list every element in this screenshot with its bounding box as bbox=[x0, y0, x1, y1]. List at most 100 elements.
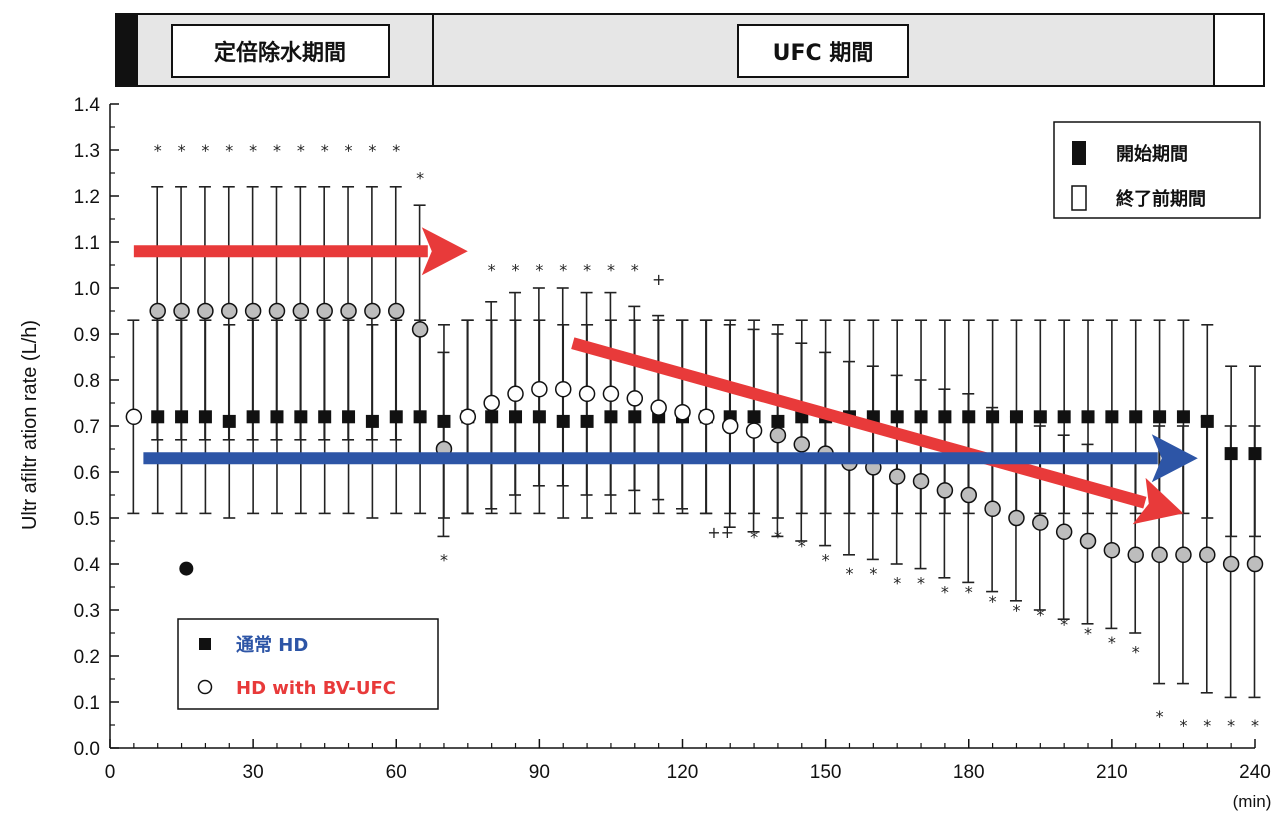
significance-mark: * bbox=[583, 261, 591, 280]
series-legend: 通常 HD HD with BV-UFC bbox=[177, 618, 439, 710]
significance-mark: * bbox=[512, 261, 520, 280]
bvufc-point bbox=[197, 302, 214, 320]
significance-mark: * bbox=[1203, 716, 1211, 735]
significance-mark: * bbox=[368, 141, 376, 160]
normal-hd-point bbox=[771, 414, 785, 428]
significance-mark: * bbox=[917, 573, 925, 592]
normal-hd-point bbox=[986, 410, 1000, 424]
legend-circle-icon bbox=[197, 679, 213, 695]
bvufc-point bbox=[1055, 523, 1073, 541]
normal-hd-point bbox=[389, 410, 403, 424]
y-tick-label: 0.2 bbox=[74, 647, 100, 668]
normal-hd-point bbox=[580, 414, 594, 428]
series-legend-frame bbox=[177, 618, 439, 710]
normal-hd-point bbox=[509, 410, 523, 424]
y-tick-label: 0.3 bbox=[74, 601, 100, 622]
bvufc-point bbox=[960, 486, 977, 504]
significance-mark: * bbox=[154, 141, 162, 160]
significance-mark: * bbox=[416, 169, 424, 188]
bvufc-point bbox=[1246, 555, 1264, 573]
significance-mark: * bbox=[1060, 615, 1068, 634]
x-tick-label: 30 bbox=[243, 762, 264, 783]
normal-hd-point bbox=[175, 410, 189, 424]
bvufc-point bbox=[984, 500, 1001, 518]
end-period-swatch bbox=[1071, 185, 1087, 211]
bvufc-point bbox=[1032, 514, 1049, 531]
significance-marks: * * * * * * * * * * * * * * * * * * * + * ++ * * * * * * * * * * * * * * * * *… bbox=[154, 141, 1259, 735]
significance-mark: * bbox=[893, 573, 901, 592]
significance-mark: * bbox=[225, 141, 233, 160]
y-tick-label: 1.3 bbox=[74, 141, 100, 162]
significance-mark: * bbox=[798, 537, 806, 556]
bvufc-point bbox=[912, 472, 930, 490]
y-tick-label: 1.1 bbox=[74, 233, 100, 254]
start-period-label: 開始期間 bbox=[1116, 143, 1188, 165]
significance-mark: * bbox=[345, 141, 353, 160]
normal-hd-point bbox=[1081, 410, 1095, 424]
period-constant-box bbox=[171, 24, 390, 78]
bvufc-point bbox=[674, 403, 691, 421]
significance-mark: * bbox=[845, 564, 853, 583]
bvufc-point bbox=[1127, 546, 1144, 564]
significance-mark: * bbox=[273, 141, 281, 160]
bvufc-point bbox=[1008, 509, 1025, 527]
normal-hd-point bbox=[604, 410, 618, 424]
x-tick-label: 210 bbox=[1096, 762, 1128, 783]
significance-mark: * bbox=[1012, 601, 1020, 620]
significance-mark: * bbox=[822, 550, 830, 569]
y-tick-label: 0.6 bbox=[74, 463, 100, 484]
normal-hd-point bbox=[962, 410, 976, 424]
significance-mark: * bbox=[750, 527, 758, 546]
normal-hd-point bbox=[914, 410, 928, 424]
bvufc-point bbox=[1103, 541, 1121, 559]
bvufc-point bbox=[459, 408, 477, 426]
normal-hd-point bbox=[628, 410, 642, 424]
normal-hd-point bbox=[365, 414, 379, 428]
normal-hd-point bbox=[342, 410, 356, 424]
period-start-block bbox=[116, 14, 138, 86]
x-tick-label: 60 bbox=[386, 762, 407, 783]
bvufc-point bbox=[388, 302, 405, 320]
bvufc-point bbox=[125, 408, 143, 426]
period-band: 定倍除水期間 UFC 期間 bbox=[115, 13, 1265, 87]
bvufc-point bbox=[173, 302, 190, 320]
period-ufc-label: UFC 期間 bbox=[773, 41, 874, 66]
y-tick-label: 0.1 bbox=[74, 693, 100, 714]
significance-mark: ++ bbox=[707, 523, 734, 542]
normal-hd-point bbox=[532, 410, 546, 424]
bvufc-point bbox=[340, 302, 357, 320]
bvufc-point bbox=[626, 390, 644, 407]
significance-mark: * bbox=[1108, 633, 1116, 652]
significance-mark: * bbox=[488, 261, 496, 280]
significance-mark: * bbox=[178, 141, 186, 160]
normal-hd-point bbox=[246, 410, 260, 424]
bvufc-point bbox=[745, 422, 763, 439]
red-arrow-constant-head bbox=[421, 227, 468, 276]
bvufc-point bbox=[793, 436, 811, 453]
normal-hd-point bbox=[1009, 410, 1023, 424]
bvufc-point bbox=[268, 302, 286, 320]
normal-hd-point bbox=[151, 410, 165, 424]
y-tick-label: 1.0 bbox=[74, 279, 100, 300]
significance-mark: * bbox=[1251, 716, 1259, 735]
bvufc-point bbox=[531, 380, 548, 398]
significance-mark: * bbox=[559, 261, 567, 280]
significance-mark: * bbox=[941, 583, 949, 602]
axes: 0.0 0.1 0.2 0.3 0.4 0.5 0.6 0.7 0.8 0.9 1.0 1.1 1.2 1… bbox=[74, 95, 1271, 783]
bvufc-point bbox=[936, 482, 954, 499]
y-tick-label: 1.2 bbox=[74, 187, 100, 208]
x-tick-label: 90 bbox=[529, 762, 550, 783]
significance-mark: * bbox=[440, 550, 448, 569]
period-constant-label: 定倍除水期間 bbox=[214, 40, 346, 66]
significance-mark: * bbox=[869, 564, 877, 583]
bvufc-point bbox=[1199, 546, 1216, 564]
x-tick-label: 120 bbox=[667, 762, 699, 783]
bvufc-point bbox=[769, 426, 787, 444]
red-arrow-ufc-shaft bbox=[571, 337, 1147, 509]
normal-hd-point bbox=[222, 414, 236, 428]
y-tick-label: 0.4 bbox=[74, 555, 101, 576]
normal-hd-point bbox=[1105, 410, 1119, 424]
period-legend-frame bbox=[1053, 121, 1261, 219]
y-axis-title: Ultr afiltr ation rate (L/h) bbox=[19, 320, 41, 530]
